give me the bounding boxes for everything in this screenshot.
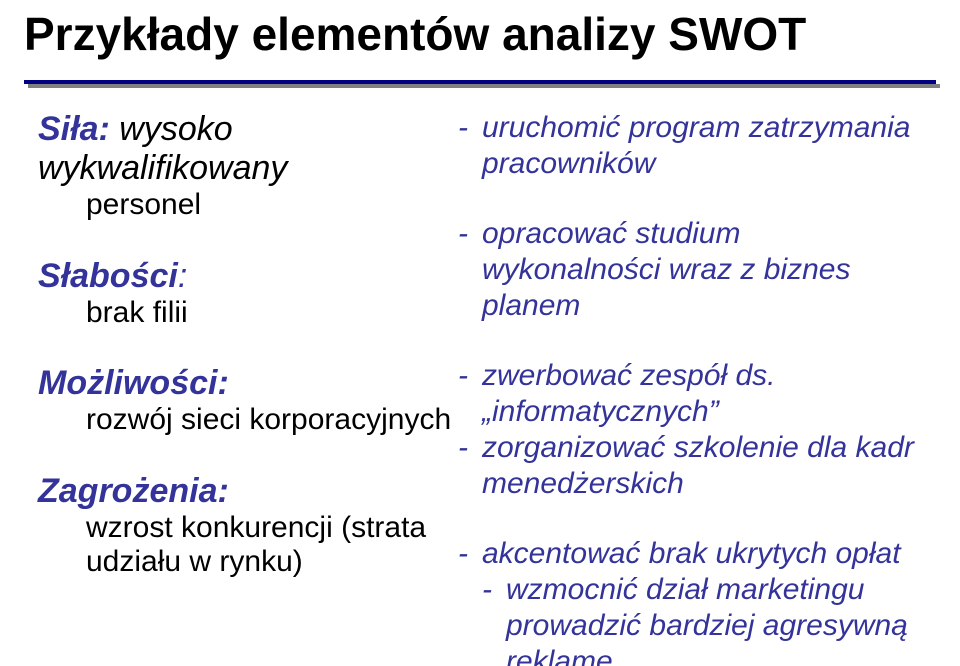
swot-sub: brak filii: [38, 296, 458, 331]
slide: Przykłady elementów analizy SWOT Siła: w…: [0, 0, 960, 666]
bullet-dash: -: [458, 572, 506, 666]
bullet-dash: -: [458, 358, 482, 430]
title-underline: Przykłady elementów analizy SWOT: [24, 6, 936, 84]
bullet-row: - wzmocnić dział marketingu prowadzić ba…: [458, 572, 922, 666]
swot-term-word: Siła:: [38, 110, 110, 148]
swot-term: Możliwości:: [38, 364, 458, 403]
swot-row-sila-right: - uruchomić program zatrzymania pracowni…: [458, 110, 922, 182]
bullet-dash: -: [458, 430, 482, 502]
bullet-dash: -: [458, 216, 482, 324]
bullet-row: - opracować studium wykonalności wraz z …: [458, 216, 922, 324]
right-column: - uruchomić program zatrzymania pracowni…: [458, 110, 922, 666]
swot-row-mozliwosci-left: Możliwości: rozwój sieci korporacyjnych: [38, 364, 458, 438]
swot-row-slabosci-left: Słabości: brak filii: [38, 257, 458, 331]
bullet-row: - akcentować brak ukrytych opłat: [458, 536, 922, 572]
bullet-text: zorganizować szkolenie dla kadr menedżer…: [482, 430, 922, 502]
swot-term: Zagrożenia:: [38, 472, 458, 511]
swot-row-mozliwosci-right: - zwerbować zespół ds. „informatycznych”…: [458, 358, 922, 502]
content-area: Siła: wysoko wykwalifikowany personel Sł…: [38, 110, 922, 666]
swot-sub: rozwój sieci korporacyjnych: [38, 403, 458, 438]
bullet-text: zwerbować zespół ds. „informatycznych”: [482, 358, 922, 430]
slide-title: Przykłady elementów analizy SWOT: [24, 6, 806, 58]
swot-term-suffix: :: [178, 257, 187, 295]
bullet-dash: -: [458, 110, 482, 182]
bullet-row: - zwerbować zespół ds. „informatycznych”: [458, 358, 922, 430]
bullet-text: akcentować brak ukrytych opłat: [482, 536, 922, 572]
bullet-row: - uruchomić program zatrzymania pracowni…: [458, 110, 922, 182]
swot-row-slabosci-right: - opracować studium wykonalności wraz z …: [458, 216, 922, 324]
bullet-text: wzmocnić dział marketingu prowadzić bard…: [506, 572, 922, 666]
swot-term: Słabości:: [38, 257, 458, 296]
bullet-text: opracować studium wykonalności wraz z bi…: [482, 216, 922, 324]
swot-row-sila-left: Siła: wysoko wykwalifikowany personel: [38, 110, 458, 223]
title-container: Przykłady elementów analizy SWOT: [24, 6, 936, 84]
swot-sub: personel: [38, 188, 458, 223]
swot-term-word: Słabości: [38, 257, 178, 295]
left-column: Siła: wysoko wykwalifikowany personel Sł…: [38, 110, 458, 666]
swot-row-zagrozenia-left: Zagrożenia: wzrost konkurencji (strata u…: [38, 472, 458, 580]
swot-term: Siła: wysoko wykwalifikowany: [38, 110, 458, 188]
bullet-row: - zorganizować szkolenie dla kadr menedż…: [458, 430, 922, 502]
bullet-text: uruchomić program zatrzymania pracownikó…: [482, 110, 922, 182]
swot-row-zagrozenia-right: - akcentować brak ukrytych opłat - wzmoc…: [458, 536, 922, 666]
bullet-dash: -: [458, 536, 482, 572]
swot-sub: wzrost konkurencji (strata udziału w ryn…: [38, 511, 458, 580]
